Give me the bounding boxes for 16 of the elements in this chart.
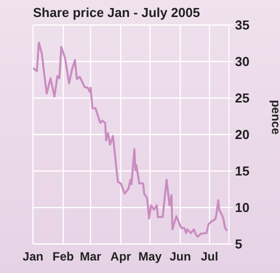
y-tick-label: 35 <box>235 18 250 33</box>
y-tick-label: 25 <box>235 90 250 106</box>
chart-title: Share price Jan - July 2005 <box>33 5 200 20</box>
x-tick-label: Jan <box>22 250 44 264</box>
x-tick-label: May <box>138 250 162 264</box>
y-tick-label: 5 <box>235 236 242 252</box>
x-tick-label: Feb <box>52 250 74 264</box>
y-tick-label: 10 <box>235 200 250 216</box>
x-tick-label: Apr <box>110 250 132 264</box>
y-tick-label: 30 <box>235 54 250 70</box>
x-tick-label: Jul <box>200 250 218 264</box>
x-tick-label: Mar <box>80 250 102 264</box>
y-axis-title: pence <box>268 100 280 135</box>
x-tick-label: Jun <box>170 250 191 264</box>
y-tick-label: 20 <box>235 127 250 142</box>
y-tick-label: 15 <box>235 164 250 179</box>
